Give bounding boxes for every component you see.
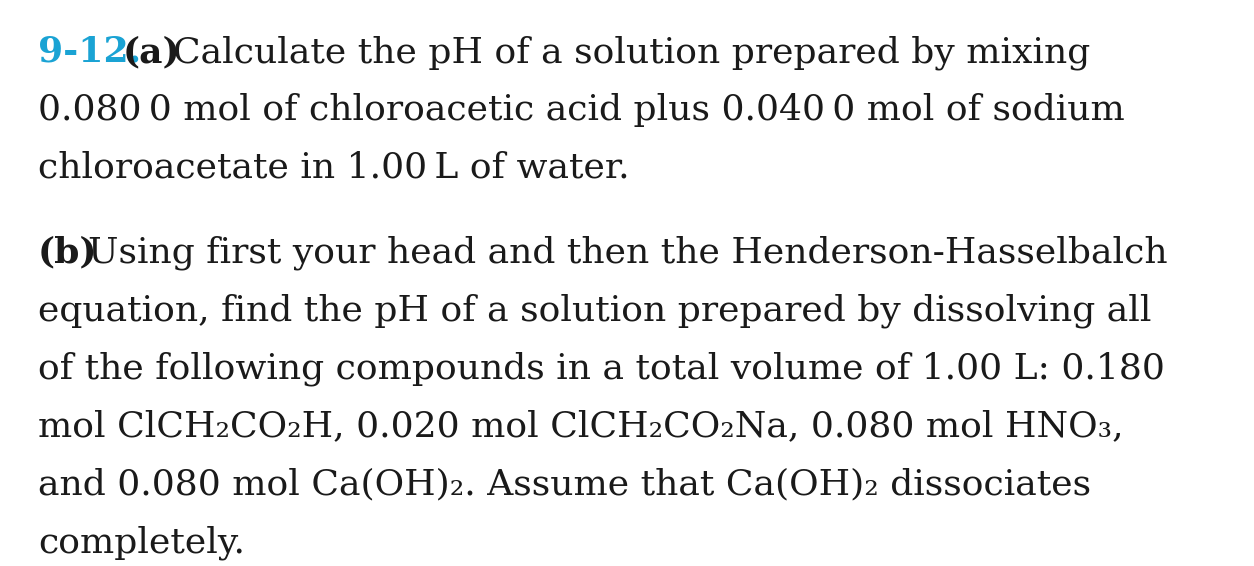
Text: of the following compounds in a total volume of 1.00 L: 0.180: of the following compounds in a total vo… <box>38 351 1165 385</box>
Text: equation, find the pH of a solution prepared by dissolving all: equation, find the pH of a solution prep… <box>38 293 1151 328</box>
Text: completely.: completely. <box>38 525 245 560</box>
Text: and 0.080 mol Ca(OH)₂. Assume that Ca(OH)₂ dissociates: and 0.080 mol Ca(OH)₂. Assume that Ca(OH… <box>38 467 1091 501</box>
Text: Using first your head and then the Henderson-Hasselbalch: Using first your head and then the Hende… <box>88 235 1167 269</box>
Text: (b): (b) <box>38 235 98 269</box>
Text: 0.080 0 mol of chloroacetic acid plus 0.040 0 mol of sodium: 0.080 0 mol of chloroacetic acid plus 0.… <box>38 93 1125 127</box>
Text: 9-12.: 9-12. <box>38 35 142 69</box>
Text: (a): (a) <box>123 35 181 69</box>
Text: chloroacetate in 1.00 L of water.: chloroacetate in 1.00 L of water. <box>38 151 630 185</box>
Text: mol ClCH₂CO₂H, 0.020 mol ClCH₂CO₂Na, 0.080 mol HNO₃,: mol ClCH₂CO₂H, 0.020 mol ClCH₂CO₂Na, 0.0… <box>38 409 1124 443</box>
Text: Calculate the pH of a solution prepared by mixing: Calculate the pH of a solution prepared … <box>173 35 1090 70</box>
